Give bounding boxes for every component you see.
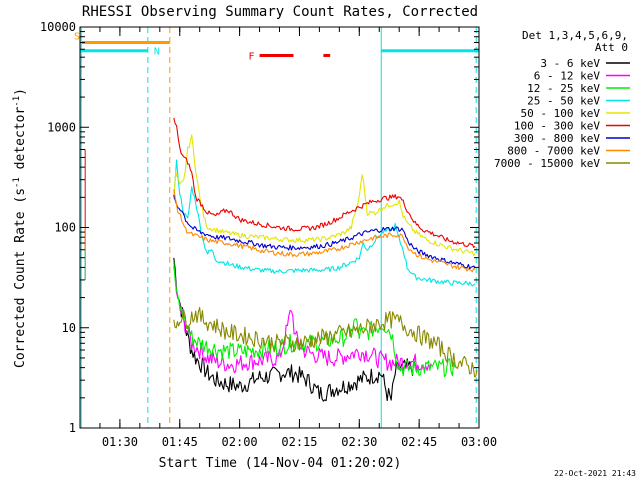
legend-label-7: 800 - 7000 keV: [507, 145, 600, 158]
x-tick-label-5: 02:45: [401, 435, 437, 449]
x-tick-label-3: 02:15: [281, 435, 317, 449]
x-tick-label-2: 02:00: [222, 435, 258, 449]
x-tick-label-4: 02:30: [341, 435, 377, 449]
legend-label-6: 300 - 800 keV: [514, 132, 600, 145]
y-tick-label-0: 1: [69, 421, 76, 435]
series-line-6: [173, 194, 476, 270]
legend-attenuator: Att 0: [595, 41, 628, 54]
series-line-0: [173, 257, 416, 402]
legend-detectors: Det 1,3,4,5,6,9,: [522, 29, 628, 42]
legend-label-3: 25 - 50 keV: [527, 95, 600, 108]
legend-label-1: 6 - 12 keV: [534, 70, 601, 83]
series-line-8: [173, 306, 478, 378]
chart-axes: 1 10 100 1000 10000 01:30 01:45 02:00 02:15 02:30…: [40, 20, 497, 449]
marker-f-label: F: [249, 51, 255, 62]
x-tick-label-1: 01:45: [162, 435, 198, 449]
footer-date: 22-Oct-2021 21:43: [554, 469, 636, 478]
series-line-4: [173, 134, 476, 257]
chart-title: RHESSI Observing Summary Count Rates, Co…: [82, 4, 478, 20]
x-tick-label-0: 01:30: [102, 435, 138, 449]
x-tick-label-6: 03:00: [461, 435, 497, 449]
y-tick-label-2: 100: [54, 221, 76, 235]
series-line-2: [173, 261, 456, 378]
series-line-7: [173, 189, 476, 273]
legend-label-0: 3 - 6 keV: [540, 57, 600, 70]
series-line-5: [173, 117, 476, 249]
chart-marks: S N F: [74, 27, 479, 428]
y-tick-label-4: 10000: [40, 20, 76, 34]
marker-s-label: S: [74, 32, 80, 43]
legend-label-5: 100 - 300 keV: [514, 120, 600, 133]
legend-label-4: 50 - 100 keV: [521, 107, 601, 120]
legend-label-8: 7000 - 15000 keV: [494, 157, 600, 170]
y-tick-label-3: 1000: [47, 120, 76, 134]
marker-n-label: N: [154, 47, 160, 58]
legend-label-2: 12 - 25 keV: [527, 82, 600, 95]
series-line-3: [173, 159, 476, 287]
x-axis-label: Start Time (14-Nov-04 01:20:02): [159, 456, 402, 471]
y-tick-label-1: 10: [62, 321, 76, 335]
y-axis-label: Corrected Count Rate (s-1 detector-1): [12, 88, 28, 368]
